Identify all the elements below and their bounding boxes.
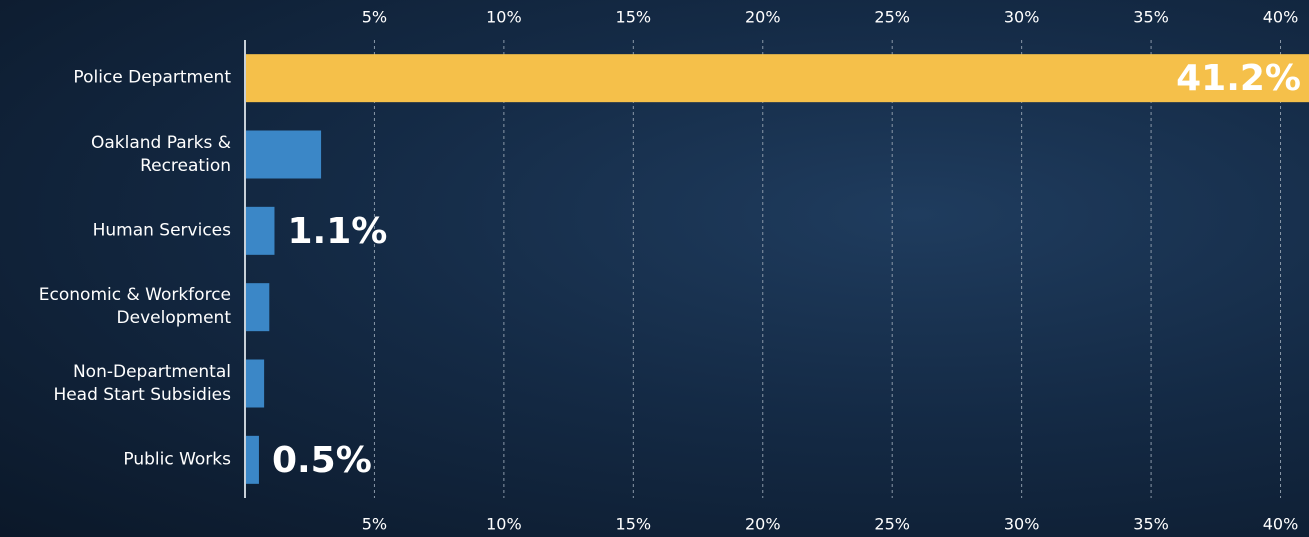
category-label: Oakland Parks & Recreation bbox=[90, 132, 231, 176]
bar bbox=[246, 359, 265, 408]
x-tick-label-bottom: 15% bbox=[616, 515, 652, 534]
value-label: 41.2% bbox=[1176, 58, 1301, 99]
x-tick-label-top: 5% bbox=[362, 8, 387, 27]
x-tick-label-top: 25% bbox=[874, 8, 910, 27]
bar bbox=[246, 206, 275, 255]
x-tick-label-top: 30% bbox=[1004, 8, 1040, 27]
x-tick-label-bottom: 20% bbox=[745, 515, 781, 534]
x-tick-label-top: 40% bbox=[1263, 8, 1299, 27]
x-tick-label-top: 10% bbox=[486, 8, 522, 27]
x-tick-label-bottom: 25% bbox=[874, 515, 910, 534]
x-tick-label-top: 20% bbox=[745, 8, 781, 27]
category-label: Public Works bbox=[123, 449, 231, 470]
x-tick-label-bottom: 35% bbox=[1133, 515, 1169, 534]
value-label: 1.1% bbox=[287, 211, 387, 252]
category-label: Non-Departmental Head Start Subsidies bbox=[53, 361, 231, 405]
bar bbox=[246, 435, 259, 484]
value-label: 0.5% bbox=[272, 440, 372, 481]
x-tick-label-bottom: 5% bbox=[362, 515, 387, 534]
category-label: Human Services bbox=[92, 220, 231, 241]
bar bbox=[246, 130, 322, 179]
x-tick-label-top: 35% bbox=[1133, 8, 1169, 27]
category-label: Police Department bbox=[73, 67, 231, 88]
x-tick-label-bottom: 10% bbox=[486, 515, 522, 534]
bar bbox=[246, 54, 1309, 103]
bar bbox=[246, 283, 270, 332]
x-tick-label-top: 15% bbox=[616, 8, 652, 27]
x-tick-label-bottom: 30% bbox=[1004, 515, 1040, 534]
x-tick-label-bottom: 40% bbox=[1263, 515, 1299, 534]
category-label: Economic & Workforce Development bbox=[38, 285, 231, 329]
